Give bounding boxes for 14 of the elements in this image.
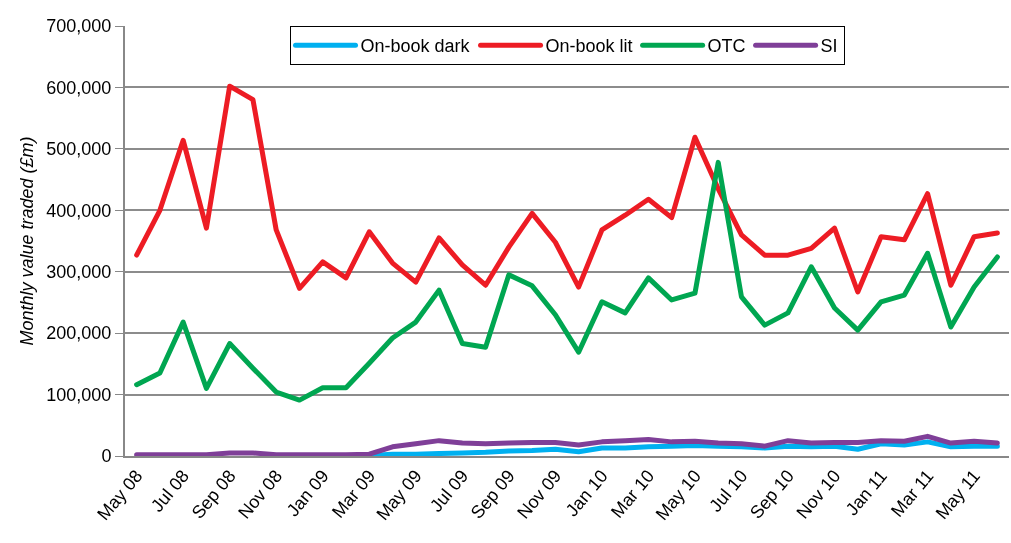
y-tick-label: 200,000 <box>46 323 112 344</box>
y-tick-label: 500,000 <box>46 139 112 160</box>
y-axis-title: Monthly value traded (£m) <box>17 136 38 346</box>
y-tick-label: 400,000 <box>46 200 112 221</box>
y-tick-label: 700,000 <box>46 16 112 37</box>
y-tick-label: 300,000 <box>46 262 112 283</box>
y-tick-label: 0 <box>101 446 112 467</box>
y-tick-label: 600,000 <box>46 77 112 98</box>
y-tick-label: 100,000 <box>46 384 112 405</box>
legend-label: OTC <box>707 36 746 57</box>
legend-label: On-book dark <box>360 36 471 57</box>
legend-label: SI <box>820 36 838 57</box>
x-tick-label: Jul 10 <box>705 466 752 516</box>
legend-label: On-book lit <box>545 36 633 57</box>
